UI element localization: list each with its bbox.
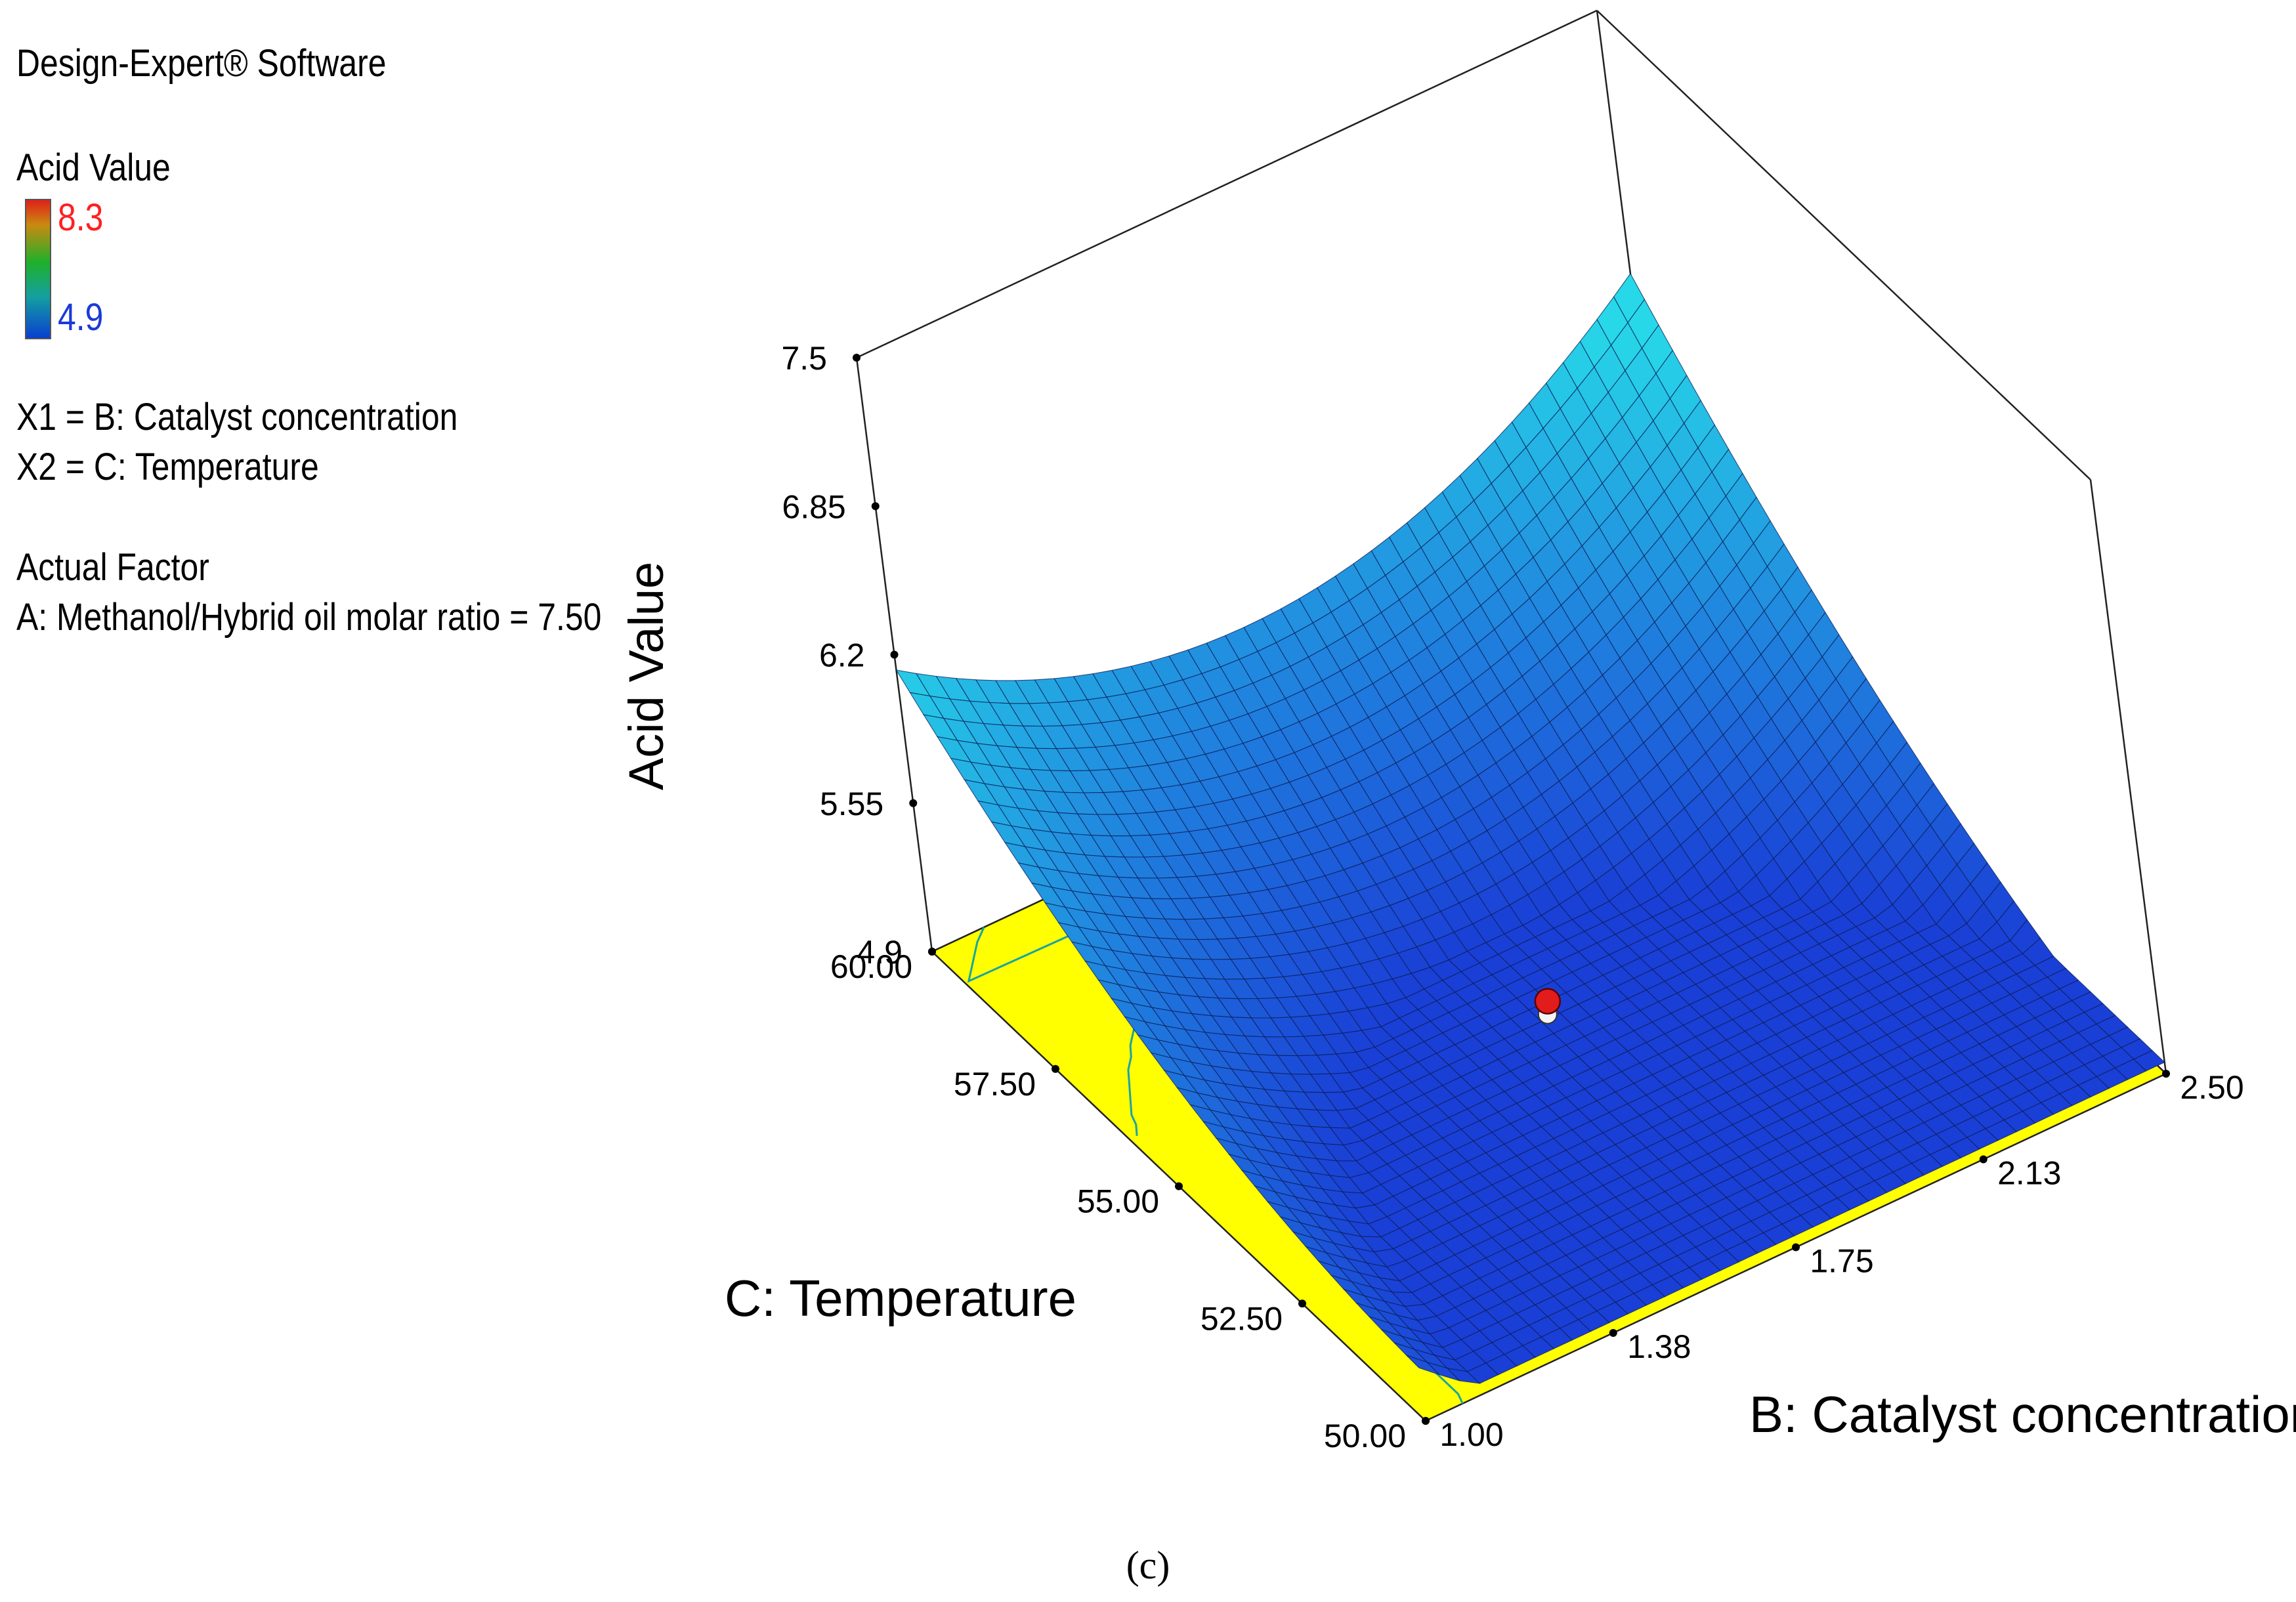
x-tick-label: 2.13 [1997,1154,2061,1191]
axis-labels: Acid Value C: Temperature B: Catalyst conc… [619,562,2296,1443]
x-tick-mark [2162,1070,2170,1078]
y-tick-label: 52.50 [1201,1300,1283,1337]
top-back-left-edge [856,9,1598,359]
x-tick-label: 2.50 [2180,1069,2243,1106]
y-tick-label: 55.00 [1077,1183,1159,1220]
y-tick-mark [928,948,936,956]
color-scale-bar [25,199,51,339]
x-tick-mark [1979,1155,1988,1164]
z-tick-label: 7.5 [781,340,827,377]
actual-factor-value: A: Methanol/Hybrid oil molar ratio = 7.5… [16,596,602,639]
x-tick-label: 1.75 [1810,1243,1873,1280]
x2-factor-label: X2 = C: Temperature [16,446,319,488]
z-tick-label: 6.85 [782,488,845,525]
y-axis-title: C: Temperature [725,1269,1076,1327]
y-tick-mark [1422,1417,1430,1425]
actual-factor-heading: Actual Factor [16,546,209,589]
x-tick-label: 1.00 [1439,1416,1503,1453]
response-label: Acid Value [16,146,171,189]
x-tick-mark [1792,1243,1800,1252]
figure-caption: (c) [1126,1544,1170,1587]
y-tick-mark [1052,1064,1059,1073]
y-tick-mark [1298,1299,1306,1308]
design-point-marker [1534,988,1562,1015]
x1-factor-label: X1 = B: Catalyst concentration [16,396,458,438]
top-back-right-edge [1596,10,2091,480]
y-tick-mark [1175,1182,1183,1191]
color-scale-low: 4.9 [58,296,104,339]
legend-panel: Design-Expert® Software Acid Value 8.3 4… [0,0,656,656]
z-tick-mark [909,799,918,807]
z-tick-label: 4.9 [857,934,903,971]
y-tick-label: 57.50 [954,1066,1036,1103]
y-tick-label: 50.00 [1324,1418,1406,1454]
right-vertical-edge [2089,479,2167,1074]
z-tick-mark [890,650,899,659]
z-axis-title: Acid Value [619,562,673,790]
software-label: Design-Expert® Software [16,42,387,85]
y-tick-label: 60.00 [830,948,912,985]
x-axis-title: B: Catalyst concentration [1749,1385,2296,1443]
z-tick-label: 5.55 [820,786,883,822]
z-tick-mark [871,502,880,511]
z-tick-label: 6.2 [819,637,865,674]
z-tick-mark [853,354,861,362]
axis-ticks: 4.9 5.55 6.2 6.85 7.5 1.00 1.38 1.75 2.13 2.50 50.… [781,340,2243,1454]
color-scale-high: 8.3 [58,196,104,239]
x-tick-label: 1.38 [1627,1328,1691,1365]
surface-cell [2133,1050,2165,1072]
response-surface [895,272,2165,1384]
x-tick-mark [1609,1328,1617,1337]
